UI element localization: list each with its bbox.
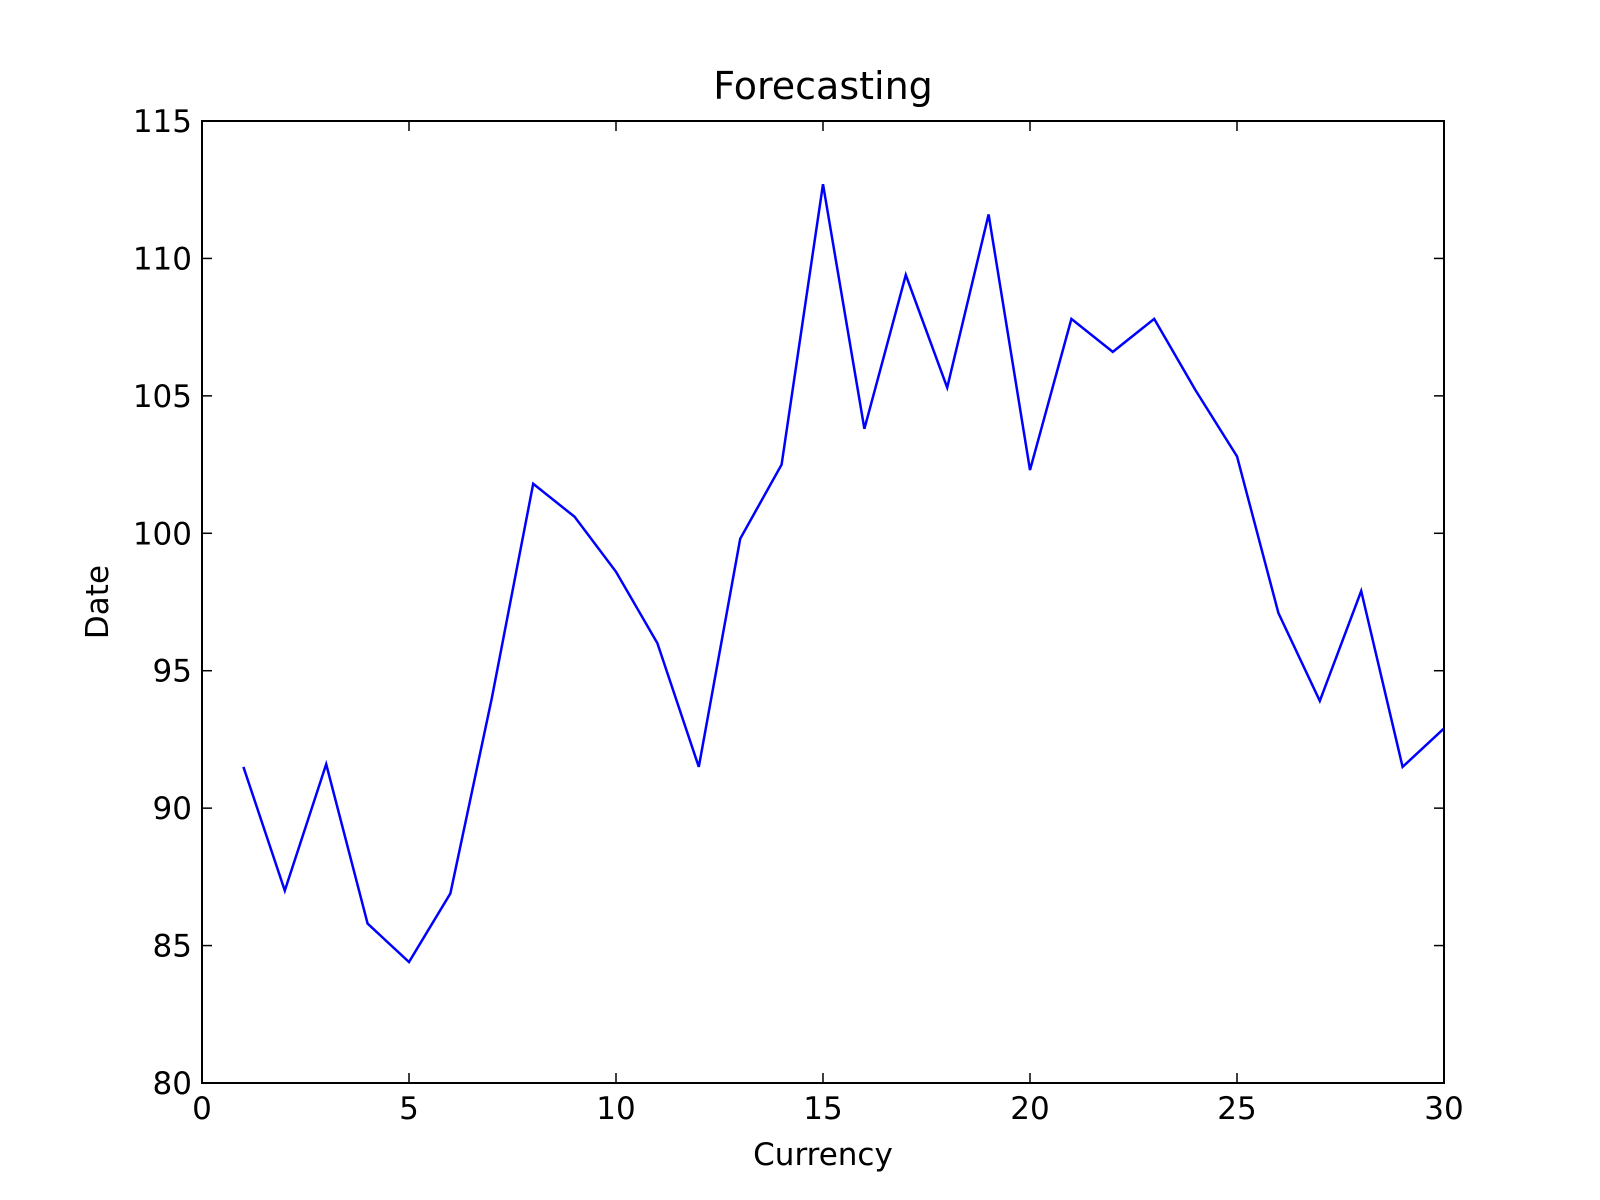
plot-frame [201,120,1445,1084]
y-tick-label: 105 [133,379,192,415]
series-line-1 [242,184,1445,965]
x-tick-label: 30 [1424,1091,1463,1127]
x-tick-label: 25 [1217,1091,1256,1127]
y-tick-label: 85 [153,929,192,965]
y-tick-label: 80 [153,1066,192,1102]
x-tick-label: 10 [596,1091,635,1127]
chart-title: Forecasting [713,64,933,108]
x-tick-label: 20 [1010,1091,1049,1127]
y-tick-label: 115 [133,104,192,140]
y-axis-label: Date [80,565,116,639]
x-axis-label: Currency [753,1137,893,1173]
series-layer [242,184,1445,965]
y-tick-label: 90 [153,791,192,827]
tick-labels-layer: 0 5 10 15 20 25 30 80 85 90 95 100 105 110 115 [133,104,1464,1127]
x-tick-label: 0 [192,1091,212,1127]
y-tick-label: 100 [133,516,192,552]
y-tick-label: 95 [153,654,192,690]
ticks-layer [201,120,1445,1084]
x-tick-label: 15 [803,1091,842,1127]
y-tick-label: 110 [133,241,192,277]
x-tick-label: 5 [399,1091,419,1127]
